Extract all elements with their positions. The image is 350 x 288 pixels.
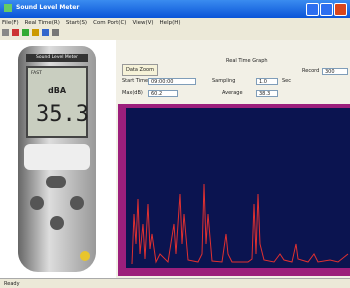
menu-item[interactable]: File(F) — [2, 19, 19, 28]
app-icon — [4, 4, 12, 12]
data-panel: Data Zoom Real Time Graph Start Time 09:… — [116, 40, 350, 278]
zoom-button[interactable]: Data Zoom — [122, 64, 158, 76]
device-display: FAST dBA 35.3 — [26, 66, 88, 138]
tool-button[interactable] — [12, 29, 19, 36]
device-button[interactable] — [46, 176, 66, 188]
toolbar — [2, 29, 59, 39]
app-window: Sound Level Meter File(F) Real Time(R) Sta… — [0, 0, 350, 288]
field-label: Max(dB) — [122, 90, 143, 97]
sampling-field[interactable]: 1.0 — [256, 78, 278, 85]
minimize-button[interactable] — [306, 3, 319, 16]
device-mode: FAST — [31, 71, 42, 76]
menu-item[interactable]: Help(H) — [160, 19, 181, 28]
status-text: Ready — [4, 281, 20, 287]
title-bar: Sound Level Meter — [0, 0, 350, 18]
graph — [118, 104, 350, 276]
average-field[interactable]: 38.3 — [256, 90, 278, 97]
device-button[interactable] — [70, 196, 84, 210]
field-label: Sec — [282, 78, 291, 85]
max-field[interactable]: 60.2 — [148, 90, 178, 97]
device-panel: Sound Level Meter FAST dBA 35.3 — [0, 40, 116, 278]
tool-button[interactable] — [52, 29, 59, 36]
record-field[interactable]: 300 — [322, 68, 348, 75]
device-body: Sound Level Meter FAST dBA 35.3 — [18, 46, 96, 272]
device-unit: dBA — [48, 86, 66, 95]
tool-button[interactable] — [42, 29, 49, 36]
window-title: Sound Level Meter — [16, 4, 79, 11]
close-button[interactable] — [334, 3, 347, 16]
field-label: Sampling — [212, 78, 235, 85]
maximize-button[interactable] — [320, 3, 333, 16]
status-bar: Ready — [0, 278, 350, 288]
device-reading: 35.3 — [36, 102, 89, 127]
field-label: Start Time — [122, 78, 148, 85]
menu-bar: File(F) Real Time(R) Start(S) Com Port(C) Vi… — [2, 19, 181, 28]
device-brand: Sound Level Meter — [26, 54, 88, 62]
menu-item[interactable]: View(V) — [132, 19, 153, 28]
field-label: Average — [222, 90, 243, 97]
menu-item[interactable]: Real Time(R) — [25, 19, 60, 28]
button-row — [24, 144, 90, 170]
tool-button[interactable] — [22, 29, 29, 36]
device-logo — [80, 251, 90, 261]
device-button[interactable] — [50, 216, 64, 230]
device-button[interactable] — [30, 196, 44, 210]
graph-title: Real Time Graph — [226, 58, 268, 65]
graph-area — [126, 108, 350, 268]
field-label: Record — [302, 68, 319, 75]
tool-button[interactable] — [32, 29, 39, 36]
menu-item[interactable]: Start(S) — [66, 19, 87, 28]
menu-item[interactable]: Com Port(C) — [93, 19, 126, 28]
start-time-field[interactable]: 09:00:00 — [148, 78, 196, 85]
tool-button[interactable] — [2, 29, 9, 36]
